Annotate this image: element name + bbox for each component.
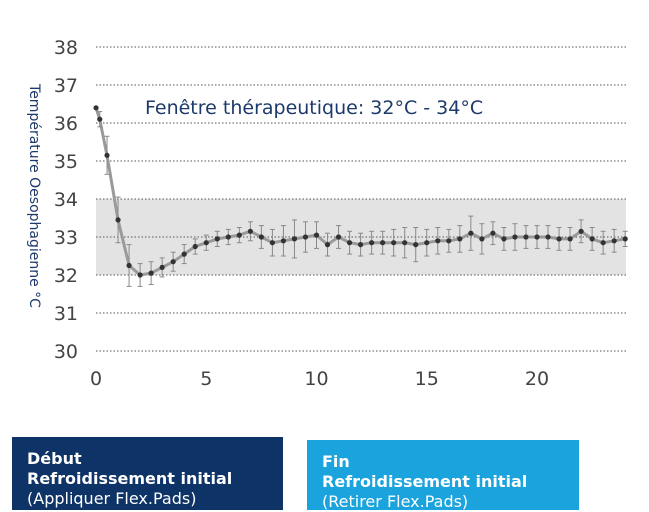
data-point (302, 234, 309, 240)
y-tick-label: 35 (54, 151, 78, 173)
x-tick-label: 10 (304, 368, 328, 390)
data-point (380, 240, 386, 246)
x-tick-label: 0 (90, 368, 102, 390)
start-box-line3: (Appliquer Flex.Pads) (27, 489, 197, 508)
start-cooling-box: Début Refroidissement initial (Appliquer… (12, 437, 283, 510)
data-point (346, 240, 353, 246)
band-label: Fenêtre thérapeutique: 32°C - 34°C (145, 97, 483, 119)
data-point (159, 264, 165, 270)
y-tick-label: 34 (54, 189, 78, 211)
start-box-line2: Refroidissement initial (27, 469, 233, 488)
data-point (534, 234, 540, 240)
end-box-line3: (Retirer Flex.Pads) (322, 492, 469, 511)
data-point (126, 262, 132, 269)
data-point (479, 236, 485, 242)
data-point (391, 240, 397, 246)
data-point (148, 270, 154, 276)
data-point (97, 116, 103, 122)
data-point (578, 228, 584, 234)
data-point (335, 234, 342, 240)
data-point (589, 236, 595, 242)
data-point (192, 243, 198, 250)
data-point (490, 230, 496, 236)
data-point (545, 234, 551, 240)
y-tick-label: 30 (54, 341, 78, 363)
x-tick-label: 5 (200, 368, 212, 390)
chart: 30 31 32 33 34 35 36 37 38 0 5 10 15 20 Fenêtre thérap… (54, 37, 628, 390)
data-point (413, 242, 419, 248)
data-point (446, 238, 452, 244)
y-tick-label: 37 (54, 75, 78, 97)
data-point (170, 259, 176, 265)
data-point (523, 234, 529, 240)
data-point (258, 234, 264, 240)
data-point (93, 105, 99, 111)
data-point (280, 238, 287, 244)
data-point (236, 232, 242, 238)
data-point (137, 272, 143, 278)
end-box-line1: Fin (322, 452, 350, 471)
y-tick-label: 32 (54, 265, 78, 287)
data-point (214, 236, 220, 242)
data-point (468, 230, 474, 236)
data-point (600, 240, 606, 246)
data-point (247, 228, 253, 234)
data-point (435, 238, 441, 244)
y-tick-label: 33 (54, 227, 78, 249)
end-box-line2: Refroidissement initial (322, 472, 528, 491)
x-tick-label: 20 (525, 368, 549, 390)
x-tick-label: 15 (415, 368, 439, 390)
start-box-line1: Début (27, 449, 82, 468)
end-cooling-box: Fin Refroidissement initial (Retirer Fle… (307, 440, 579, 511)
data-point (225, 234, 231, 240)
data-point (424, 240, 430, 246)
data-point (512, 234, 518, 240)
y-axis-label-container: Température Oesophagienne °C (24, 60, 44, 332)
data-point (556, 236, 562, 242)
data-point (457, 236, 463, 242)
y-tick-label: 38 (54, 37, 78, 59)
data-point (104, 152, 110, 158)
data-point (369, 240, 375, 246)
data-point (358, 242, 364, 248)
data-point (115, 217, 121, 223)
data-point (611, 238, 617, 244)
data-point (324, 242, 331, 248)
data-point (402, 240, 408, 246)
data-point (269, 240, 275, 246)
y-tick-label: 31 (54, 303, 78, 325)
y-tick-label: 36 (54, 113, 78, 135)
data-point (291, 236, 298, 242)
data-point (313, 232, 320, 238)
data-point (203, 240, 209, 246)
data-point (501, 236, 507, 242)
data-point (567, 236, 573, 242)
y-axis-label: Température Oesophagienne °C (26, 84, 42, 308)
data-point (181, 251, 187, 257)
data-point (622, 236, 628, 242)
